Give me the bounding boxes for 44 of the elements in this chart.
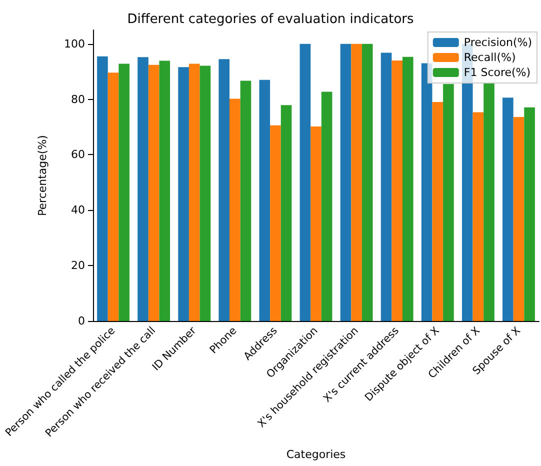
chart-title: Different categories of evaluation indicators — [127, 12, 414, 27]
y-tick-label: 40 — [71, 204, 85, 217]
y-tick-label: 100 — [64, 37, 85, 50]
y-tick-label: 0 — [78, 314, 85, 328]
y-tick-label: 20 — [71, 259, 85, 272]
bar — [524, 107, 535, 321]
bar — [392, 60, 402, 321]
bar — [443, 84, 454, 321]
bar — [280, 105, 292, 321]
bar — [432, 102, 444, 321]
y-tick-label: 60 — [71, 148, 85, 162]
bar — [340, 44, 352, 321]
bar — [310, 126, 322, 321]
bar — [97, 56, 108, 321]
bar — [259, 80, 270, 321]
bar — [159, 60, 170, 321]
bar — [472, 112, 484, 321]
bar — [502, 98, 514, 321]
bar — [178, 67, 189, 321]
bar — [402, 56, 414, 321]
bar — [484, 83, 494, 321]
bar — [108, 72, 119, 321]
bar — [300, 44, 311, 321]
bar — [138, 57, 148, 321]
y-axis-title: Percentage(%) — [36, 135, 49, 216]
legend-label: Precision(%) — [464, 36, 532, 49]
bar — [380, 52, 392, 321]
bar — [362, 44, 373, 321]
bar — [118, 64, 130, 321]
bar — [270, 125, 281, 321]
legend-label: F1 Score(%) — [464, 66, 531, 79]
bar — [188, 64, 200, 321]
bar — [351, 44, 362, 321]
y-tick-label: 80 — [71, 92, 85, 106]
legend-label: Recall(%) — [464, 51, 516, 64]
bar — [421, 63, 432, 321]
bar — [218, 59, 230, 321]
bar — [148, 64, 160, 321]
bar — [240, 80, 252, 321]
bar — [200, 66, 211, 321]
bar — [513, 117, 524, 321]
x-axis-title: Categories — [286, 448, 346, 461]
bar — [321, 92, 332, 321]
bar — [230, 98, 240, 321]
